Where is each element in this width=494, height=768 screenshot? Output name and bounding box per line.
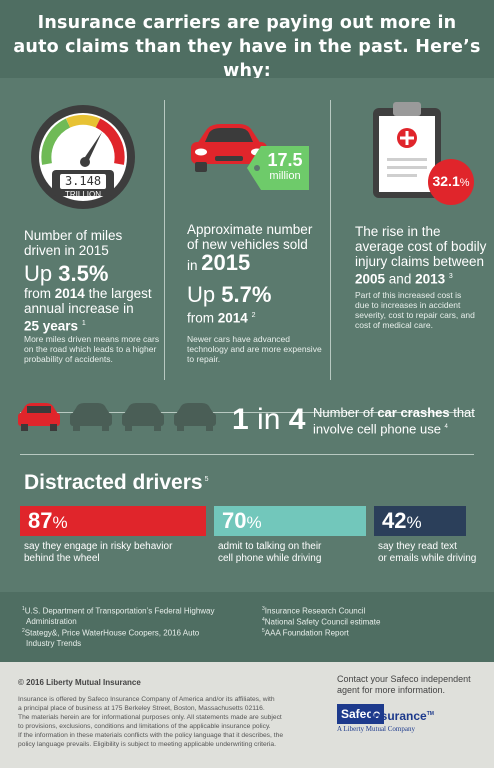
gray-car-icon: [70, 403, 112, 431]
footnote-4: 4National Safety Council estimate: [262, 617, 381, 627]
one-in-four-stat: 1 in 4: [232, 403, 306, 436]
miles-column: 3.148 TRILLION Number of miles driven in…: [0, 78, 165, 398]
red-car-icon: [18, 403, 60, 431]
headline-line-1: Insurance carriers are paying out more i…: [37, 13, 457, 33]
footer: © 2016 Liberty Mutual Insurance Insuranc…: [0, 662, 494, 768]
tag-unit: million: [269, 170, 301, 182]
footnote-2: 2Stategy&, Price WaterHouse Coopers, 201…: [22, 628, 200, 648]
crash-description: Number of car crashes that involve cell …: [313, 405, 475, 437]
column-divider: [164, 100, 165, 380]
gray-car-icon: [122, 403, 164, 431]
column-divider: [330, 100, 331, 380]
safeco-logo-text: InsuranceTM: [370, 709, 434, 723]
miles-note: More miles driven means more cars on the…: [24, 334, 160, 364]
vehicles-increase-detail: from 2014 2: [187, 310, 256, 326]
tag-value: 17.5: [267, 150, 303, 170]
percent-badge: [428, 159, 474, 205]
vehicles-note: Newer cars have advanced technology and …: [187, 334, 322, 364]
distracted-title: Distracted drivers 5: [24, 471, 209, 494]
gauge-value: 3.148: [64, 174, 102, 188]
header-banner: Insurance carriers are paying out more i…: [0, 0, 494, 81]
footnote-1: 1U.S. Department of Transportation’s Fed…: [22, 606, 215, 626]
injury-label: The rise in the average cost of bodily i…: [355, 224, 487, 287]
safeco-logo[interactable]: Safeco: [337, 704, 385, 724]
footnotes: 1U.S. Department of Transportation’s Fed…: [0, 592, 494, 662]
gauge-unit: TRILLION: [64, 190, 101, 199]
section-divider: [20, 412, 474, 413]
footnote-5: 5AAA Foundation Report: [262, 628, 349, 638]
bar-42: 42%: [374, 506, 466, 536]
miles-label: Number of miles driven in 2015: [24, 228, 123, 258]
bar-70: 70%: [214, 506, 366, 536]
injury-note: Part of this increased cost is due to in…: [355, 290, 475, 330]
bar-70-caption: admit to talking on their cell phone whil…: [218, 541, 322, 564]
footnote-3: 3Insurance Research Council: [262, 606, 366, 616]
bar-87: 87%: [20, 506, 206, 536]
legal-text: Insurance is offered by Safeco Insurance…: [18, 696, 284, 748]
liberty-mutual-tagline: A Liberty Mutual Company: [337, 725, 415, 733]
bar-42-caption: say they read text or emails while drivin…: [378, 541, 477, 564]
vehicles-increase: Up 5.7%: [187, 282, 272, 307]
miles-increase-detail: from 2014 the largest annual increase in…: [24, 286, 152, 334]
bar-87-caption: say they engage in risky behavior behind …: [24, 541, 173, 564]
miles-increase: Up 3.5%: [24, 261, 109, 286]
injury-column: 32.1% The rise in the average cost of bo…: [331, 78, 494, 398]
headline-line-2: auto claims than they have in the past. …: [13, 37, 481, 81]
copyright: © 2016 Liberty Mutual Insurance: [18, 678, 141, 687]
section-divider: [20, 454, 474, 455]
contact-text: Contact your Safeco independent agent fo…: [337, 674, 471, 695]
vehicles-column: 17.5 million Approximate number of new v…: [165, 78, 330, 398]
stats-section: 3.148 TRILLION Number of miles driven in…: [0, 78, 494, 398]
clipboard-icon: [373, 102, 441, 198]
badge-value: 32.1%: [432, 173, 470, 189]
vehicles-label: Approximate number of new vehicles sold: [187, 222, 313, 252]
vehicles-year: in 2015: [187, 250, 251, 275]
price-tag-icon: [247, 146, 309, 190]
car-row: [18, 402, 228, 432]
speedometer-icon: [31, 105, 135, 209]
gray-car-icon: [174, 403, 216, 431]
